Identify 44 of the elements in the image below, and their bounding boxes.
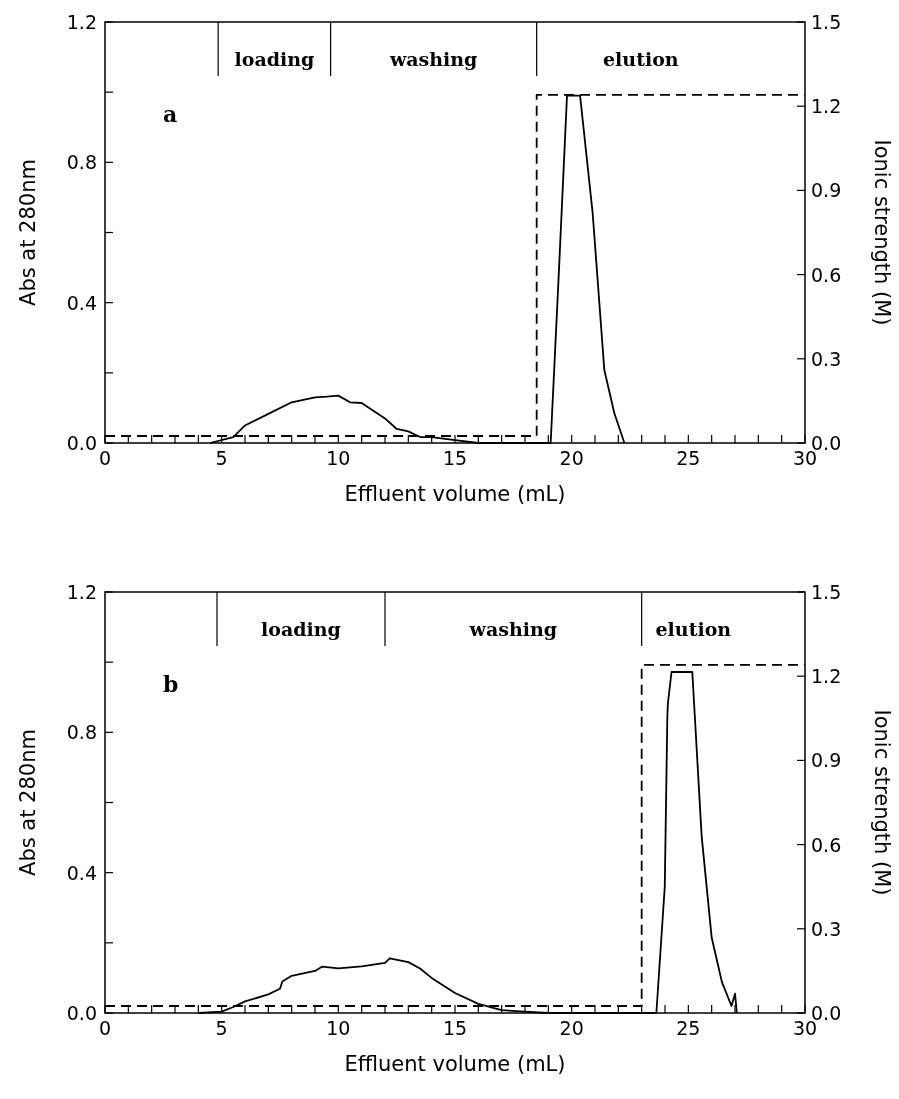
x-tick-label: 20 xyxy=(559,1017,584,1039)
y-axis-title: Abs at 280nm xyxy=(16,729,40,876)
y2-tick-label: 0.6 xyxy=(811,833,842,856)
x-axis-title: Effluent volume (mL) xyxy=(344,482,566,506)
y2-tick-label: 1.5 xyxy=(811,11,842,33)
y-tick-label: 0.4 xyxy=(66,291,97,314)
y2-axis-title: Ionic strength (M) xyxy=(870,139,894,326)
x-tick-label: 15 xyxy=(442,447,468,469)
annotation: washing xyxy=(388,48,478,70)
y-axis-title: Abs at 280nm xyxy=(16,159,40,306)
annotation: b xyxy=(163,671,179,697)
x-tick-label: 25 xyxy=(676,1017,701,1039)
y-tick-label: 1.2 xyxy=(66,11,97,33)
x-tick-label: 5 xyxy=(215,447,228,469)
annotation: loading xyxy=(261,618,341,640)
x-tick-label: 0 xyxy=(98,447,112,469)
annotation: loading xyxy=(234,48,315,70)
y2-axis-title: Ionic strength (M) xyxy=(870,709,894,896)
y2-tick-label: 1.5 xyxy=(811,581,842,603)
y2-tick-label: 0.3 xyxy=(811,347,842,370)
x-tick-label: 25 xyxy=(676,447,701,469)
x-axis-title: Effluent volume (mL) xyxy=(344,1052,566,1076)
annotation: a xyxy=(163,101,178,127)
x-tick-label: 10 xyxy=(326,447,351,469)
x-tick-label: 5 xyxy=(215,1017,228,1039)
x-tick-label: 20 xyxy=(559,447,584,469)
x-tick-label: 10 xyxy=(326,1017,351,1039)
y-tick-label: 0.8 xyxy=(66,721,97,744)
y2-tick-label: 0.6 xyxy=(811,263,842,286)
y-tick-label: 0.0 xyxy=(66,1002,97,1024)
y2-tick-label: 1.2 xyxy=(811,95,842,118)
y2-tick-label: 1.2 xyxy=(811,665,842,688)
y2-tick-label: 0.9 xyxy=(811,749,842,772)
y-tick-label: 0.8 xyxy=(66,151,97,174)
y-tick-label: 0.0 xyxy=(66,432,97,454)
x-tick-label: 15 xyxy=(442,1017,468,1039)
y2-tick-label: 0.3 xyxy=(811,917,842,940)
x-tick-label: 0 xyxy=(98,1017,112,1039)
y-tick-label: 0.4 xyxy=(66,861,97,884)
y2-tick-label: 0.9 xyxy=(811,179,842,202)
annotation: elution xyxy=(603,48,679,70)
y-tick-label: 1.2 xyxy=(66,581,97,603)
annotation: elution xyxy=(655,618,732,640)
annotation: washing xyxy=(468,618,558,640)
